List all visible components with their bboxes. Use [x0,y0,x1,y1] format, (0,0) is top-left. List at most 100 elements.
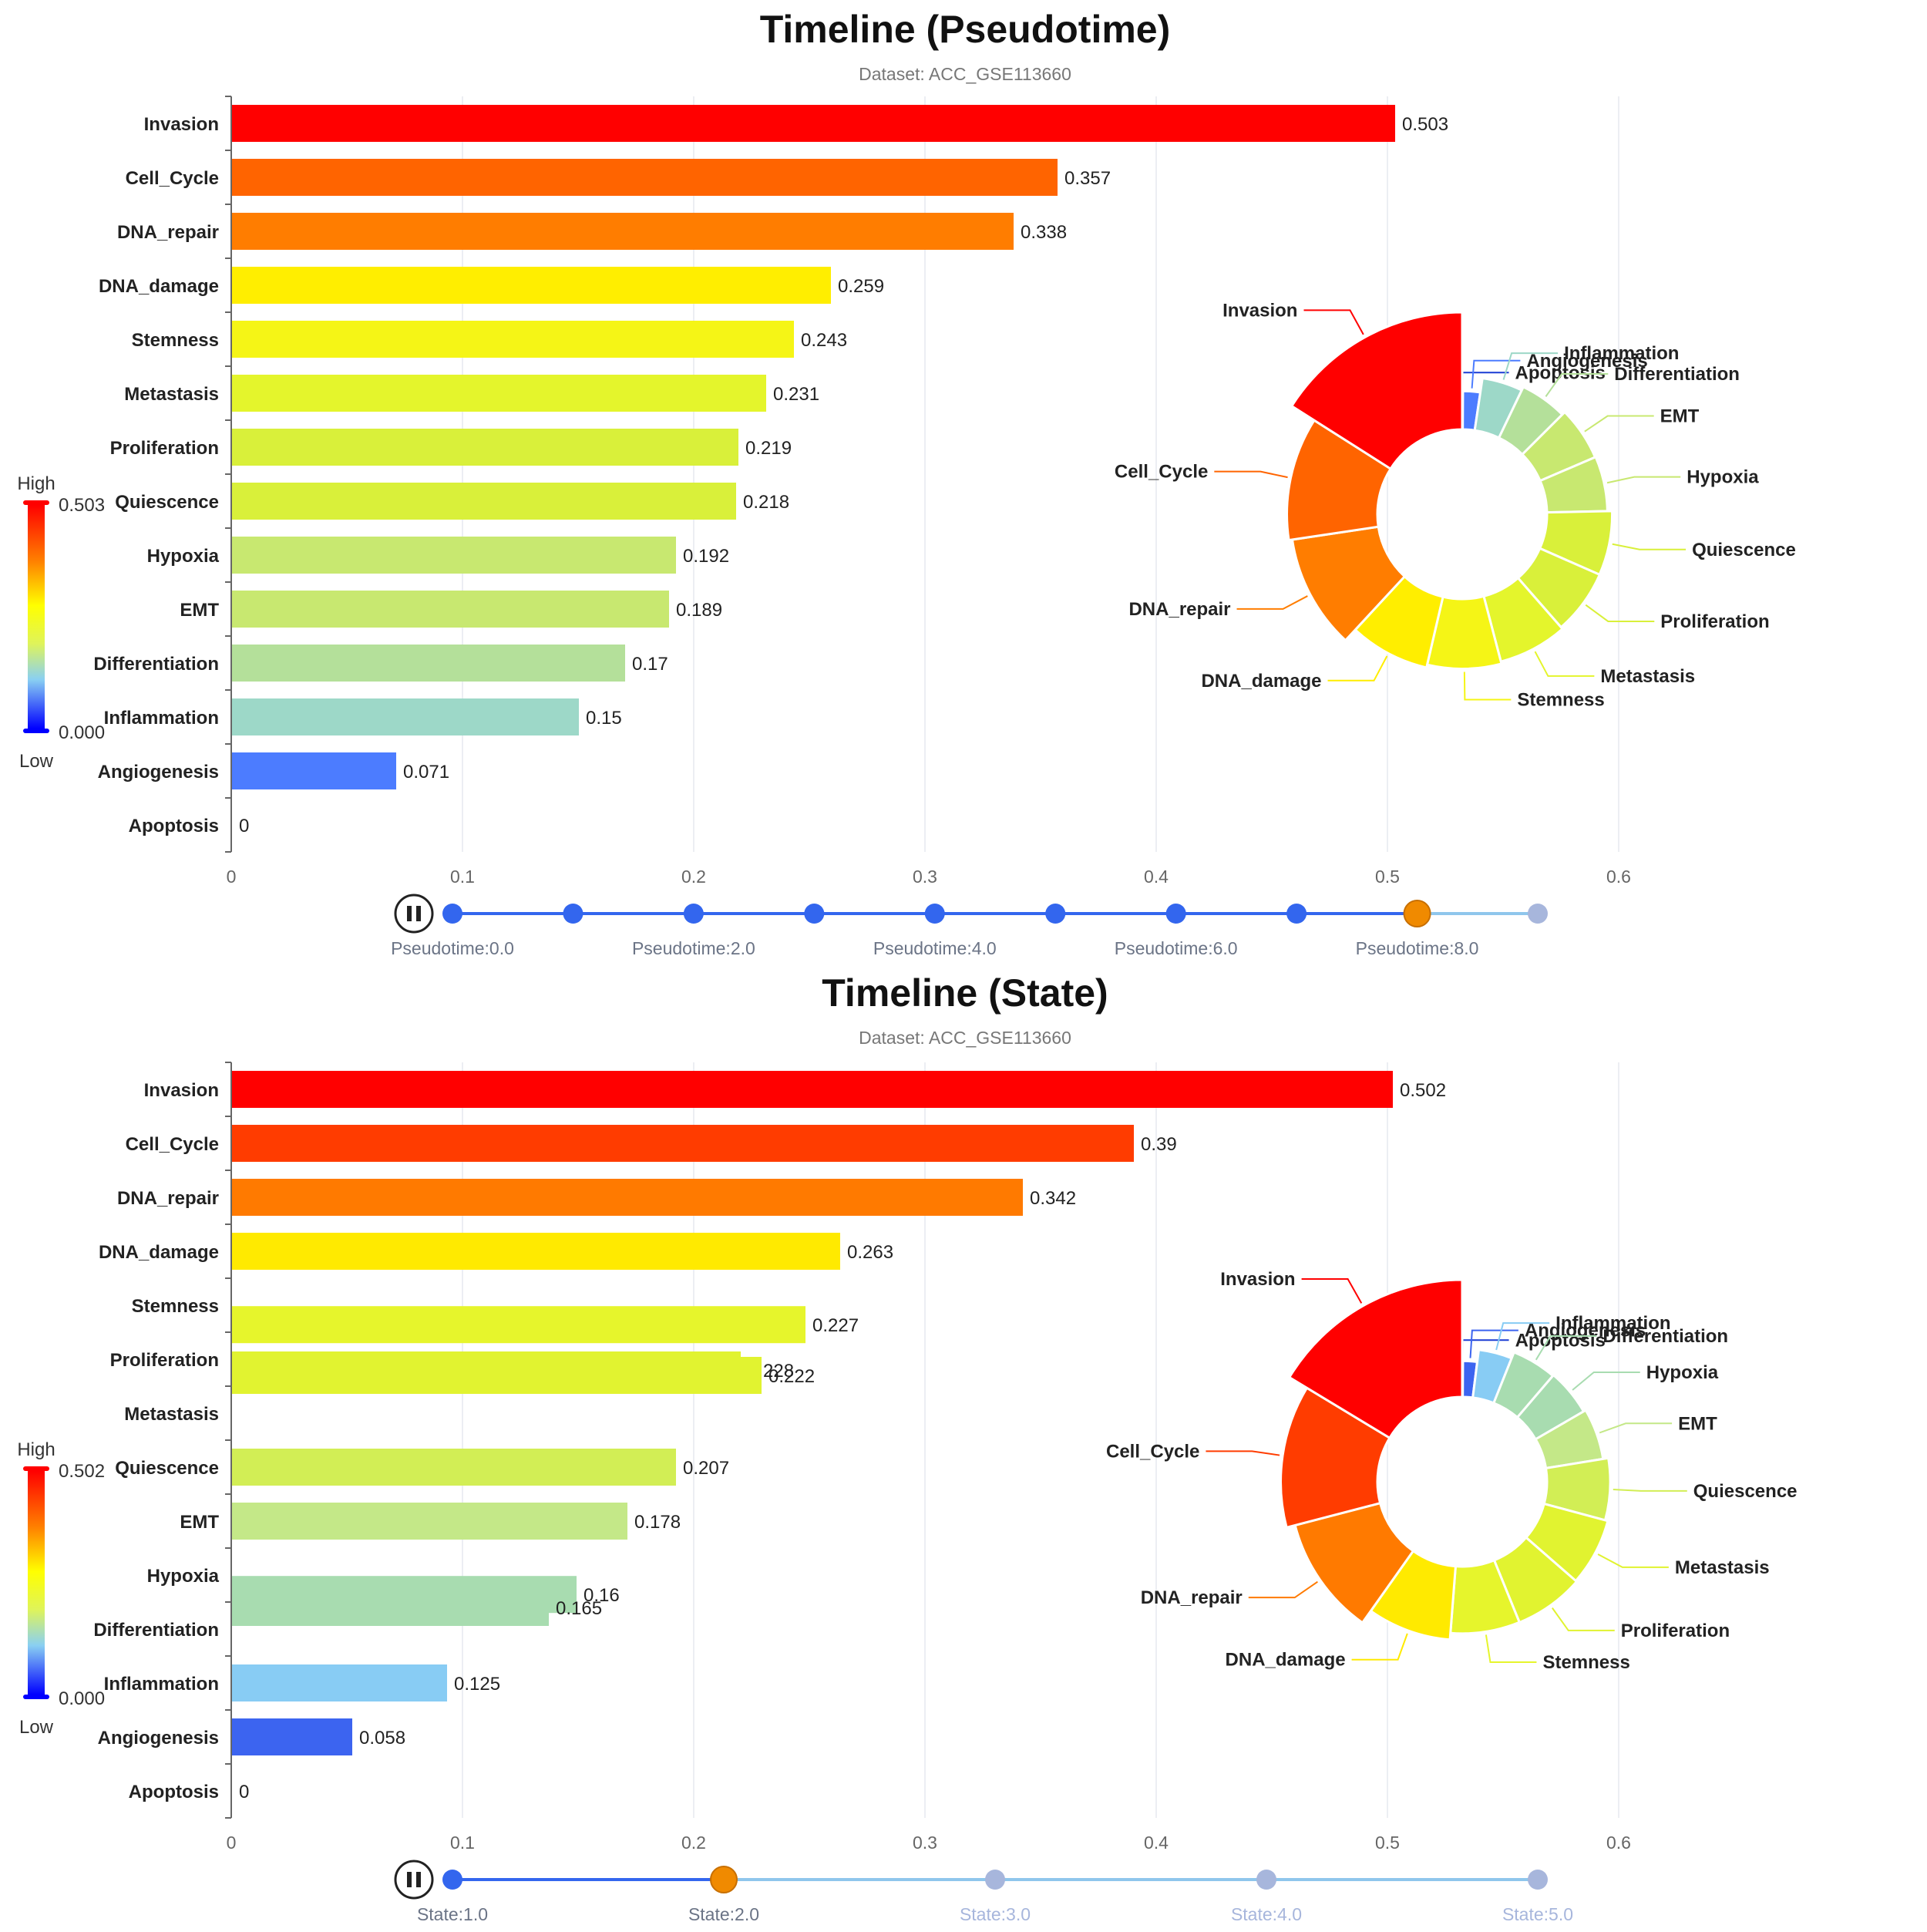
bar-invasion[interactable] [232,105,1395,142]
visual-map-min-handle[interactable] [23,1695,49,1699]
timeline-current-point[interactable] [1403,900,1431,927]
timeline-point[interactable] [1528,1870,1548,1890]
visual-map-min-handle[interactable] [23,729,49,733]
bar-proliferation[interactable] [232,429,738,466]
timeline-point[interactable] [985,1870,1005,1890]
bar-emt[interactable] [232,591,669,628]
donut-leader-line [1606,476,1681,484]
bar-quiescence[interactable] [232,483,736,520]
timeline-point[interactable] [563,904,583,924]
donut-chart: ApoptosisAngiogenesisInflammationDiffere… [1115,300,1796,710]
donut-label-dna-damage: DNA_damage [1201,671,1321,692]
donut-label-invasion: Invasion [1222,300,1297,321]
value-label-dna-damage: 0.259 [838,276,884,297]
value-label: 0.16 [583,1585,620,1606]
bar-stemness[interactable] [232,321,794,358]
donut-label-emt: EMT [1678,1413,1717,1434]
category-label-inflammation: Inflammation [104,708,219,729]
donut-label-metastasis: Metastasis [1600,666,1695,687]
donut-label-inflammation: Inflammation [1564,343,1679,364]
bar-dna-damage[interactable] [232,267,831,304]
timeline-point[interactable] [1256,1870,1276,1890]
timeline-current-point[interactable] [710,1866,738,1893]
timeline-point[interactable] [1165,904,1186,924]
bar-angiogenesis[interactable] [232,752,396,789]
bar-inflammation[interactable] [232,698,579,735]
x-tick-label: 0.4 [1144,867,1169,887]
donut-slice-invasion[interactable] [1287,1278,1464,1440]
category-label-dna-damage: DNA_damage [99,1242,219,1263]
value-label: 0.263 [847,1242,893,1263]
timeline-label[interactable]: State:4.0 [1231,1904,1302,1924]
value-label-angiogenesis: 0.071 [403,762,449,783]
timeline-point[interactable] [924,904,945,924]
donut-leader-line [1469,1329,1518,1358]
timeline-label[interactable]: Pseudotime:8.0 [1356,938,1479,958]
donut-leader-line [1535,1335,1597,1361]
timeline-label[interactable]: State:2.0 [688,1904,759,1924]
timeline-control[interactable]: State:1.0 State:2.0 State:3.0 State:4.0 Stat… [394,1860,1573,1924]
bar[interactable] [232,1306,805,1344]
bar[interactable] [232,1589,549,1626]
visual-map-max-handle[interactable] [23,1466,49,1471]
x-tick-label: 0.4 [1144,1833,1169,1853]
value-label: 0.502 [1400,1080,1446,1101]
bar[interactable] [232,1718,352,1755]
pause-button[interactable] [394,1860,434,1900]
bar-dna-repair[interactable] [232,213,1014,250]
bar-hypoxia[interactable] [232,537,676,574]
bar[interactable] [232,1449,676,1486]
donut-label-invasion: Invasion [1220,1269,1295,1290]
donut-label-differentiation: Differentiation [1602,1326,1728,1347]
chart-title: Timeline (State) [822,971,1108,1015]
bar[interactable] [232,1233,840,1270]
timeline-point[interactable] [442,1870,462,1890]
timeline-label[interactable]: State:5.0 [1502,1904,1573,1924]
timeline-point[interactable] [1045,904,1066,924]
bar-cell-cycle[interactable] [232,159,1058,196]
category-label-cell-cycle: Cell_Cycle [126,1134,219,1155]
donut-slice-invasion[interactable] [1290,311,1464,471]
visual-map-bar[interactable] [28,505,45,729]
value-label: 0.227 [812,1315,859,1336]
visual-map-bar[interactable] [28,1471,45,1695]
pause-button[interactable] [394,894,434,934]
timeline-label[interactable]: Pseudotime:2.0 [632,938,755,958]
timeline-label[interactable]: State:1.0 [417,1904,488,1924]
donut-label-angiogenesis: Angiogenesis [1525,1321,1646,1341]
bar[interactable] [232,1357,762,1394]
category-label-invasion: Invasion [144,114,219,135]
timeline-label[interactable]: State:3.0 [960,1904,1031,1924]
timeline-point[interactable] [683,904,704,924]
category-label-quiescence: Quiescence [115,1458,219,1479]
donut-leader-line [1572,1371,1640,1391]
bar[interactable] [232,1179,1023,1216]
bar-differentiation[interactable] [232,645,625,682]
donut-label-proliferation: Proliferation [1621,1621,1730,1641]
timeline-label[interactable]: Pseudotime:0.0 [391,938,514,958]
bar[interactable] [232,1125,1134,1162]
grid-lines [462,1062,1619,1818]
timeline-point[interactable] [442,904,462,924]
x-tick-label: 0.2 [681,1833,706,1853]
bar[interactable] [232,1071,1393,1108]
bar[interactable] [232,1503,627,1540]
bar-metastasis[interactable] [232,375,766,412]
timeline-label[interactable]: Pseudotime:6.0 [1115,938,1238,958]
x-tick-label: 0.2 [681,867,706,887]
timeline-point[interactable] [1286,904,1307,924]
donut-leader-line [1471,359,1521,389]
timeline-point[interactable] [804,904,825,924]
timeline-label[interactable]: Pseudotime:4.0 [873,938,997,958]
visual-map-max-value: 0.502 [59,1461,105,1482]
timeline-control[interactable]: Pseudotime:0.0 Pseudotime:2.0 Pseudotime:4… [391,894,1548,958]
donut-leader-line [1214,470,1288,479]
bar[interactable] [232,1664,447,1701]
visual-map-max-handle[interactable] [23,500,49,505]
value-label-cell-cycle: 0.357 [1064,168,1111,189]
value-label-inflammation: 0.15 [586,708,622,729]
value-label-emt: 0.189 [676,600,722,621]
timeline-point[interactable] [1528,904,1548,924]
